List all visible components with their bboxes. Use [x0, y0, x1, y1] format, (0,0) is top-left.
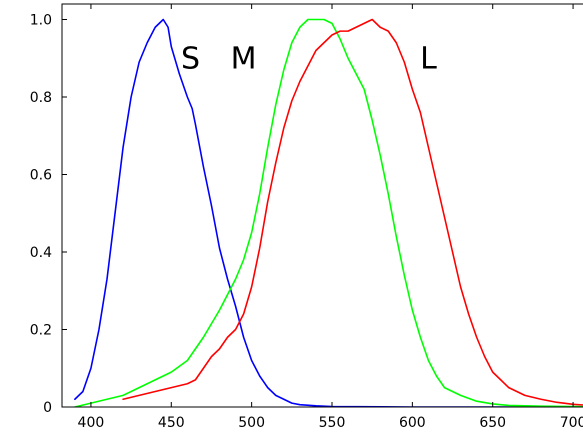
x-tick-label: 550 [319, 415, 346, 431]
y-tick-label: 0 [43, 400, 52, 416]
x-tick-label: 400 [78, 415, 105, 431]
plot-frame [61, 3, 583, 408]
curve-label-m: M [231, 41, 257, 76]
x-tick-label: 500 [238, 415, 265, 431]
curve-label-l: L [420, 41, 437, 76]
x-tick-label: 700 [560, 415, 583, 431]
y-tick-label: 1.0 [30, 13, 52, 29]
x-tick-label: 650 [479, 415, 506, 431]
series-line-2 [122, 18, 583, 406]
x-tick-label: 600 [399, 415, 426, 431]
x-tick-label: 450 [158, 415, 185, 431]
series-line-1 [74, 18, 583, 407]
y-tick-label: 0.4 [30, 245, 52, 261]
y-tick-label: 0.8 [30, 90, 52, 106]
y-tick-label: 0.2 [30, 323, 52, 339]
series-layer [74, 18, 583, 407]
curve-label-s: S [181, 41, 200, 76]
y-tick-label: 0.6 [30, 168, 52, 184]
series-line-0 [74, 18, 583, 407]
axis-layer: 400 450 500 550 600 650 700 0 0.2 0.4 0.6 0.8 1.0 [30, 3, 583, 431]
